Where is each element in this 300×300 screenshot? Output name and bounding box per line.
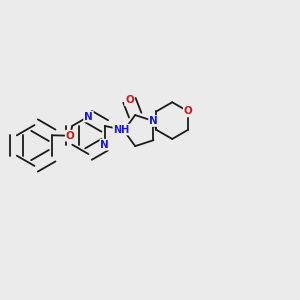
- Text: O: O: [66, 131, 74, 141]
- Text: O: O: [125, 95, 134, 105]
- Text: N: N: [84, 112, 93, 122]
- Text: O: O: [184, 106, 193, 116]
- Text: N: N: [149, 116, 158, 126]
- Text: NH: NH: [113, 124, 130, 135]
- Text: N: N: [100, 140, 109, 150]
